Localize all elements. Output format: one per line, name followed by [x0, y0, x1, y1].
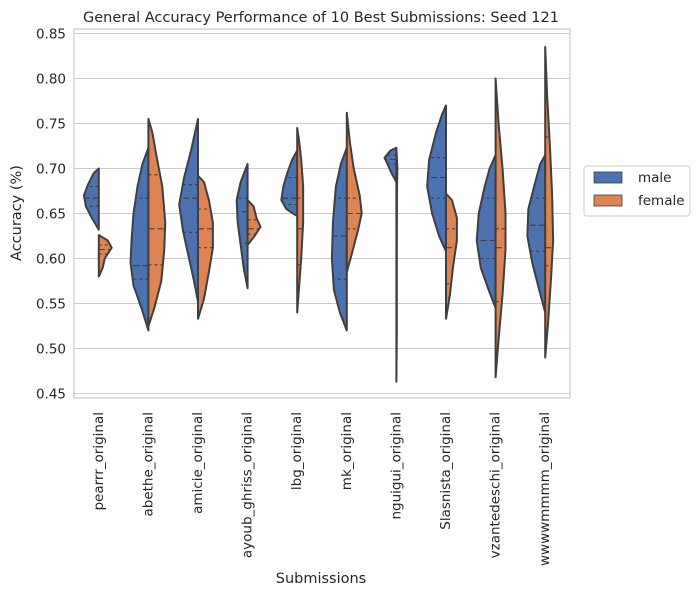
x-tick-label-lbg-original: lbg_original	[289, 412, 305, 490]
x-tick-label-abethe-original: abethe_original	[140, 412, 156, 517]
x-tick-label-vzantedeschi-original: vzantedeschi_original	[488, 412, 504, 558]
violin-female-slasnista-original	[445, 192, 458, 320]
y-tick-label: 0.50	[36, 342, 66, 358]
violin-male-abethe-original	[129, 146, 150, 332]
x-tick-label-ayoub-ghriss-original: ayoub_ghriss_original	[240, 412, 256, 558]
violin-male-mk-original	[330, 146, 348, 332]
violin-male-slasnista-original	[426, 104, 447, 253]
x-tick-label-amicie-original: amicie_original	[190, 412, 206, 514]
violin-female-ayoub-ghriss-original	[246, 199, 262, 246]
x-tick-label-nguigui-original: nguigui_original	[388, 412, 404, 520]
violin-female-wwwwmmmm-original	[544, 46, 555, 359]
violin-male-amicie-original	[178, 118, 199, 303]
x-tick-labels: pearrr_original abethe_original amicie_ori…	[91, 412, 553, 566]
violin-male-wwwwmmmm-original	[526, 154, 547, 314]
violins	[82, 46, 555, 383]
plot-frame	[73, 28, 571, 399]
legend-label-female: female	[638, 193, 685, 209]
x-axis-label: Submissions	[276, 571, 367, 587]
x-tick-label-slasnista-original: Slasnista_original	[438, 412, 454, 530]
y-tick-labels: 0.45 0.50 0.55 0.60 0.65 0.70 0.75 0.80 0.85	[36, 27, 66, 403]
violin-female-pearrr-original	[97, 234, 113, 278]
violin-female-abethe-original	[147, 118, 167, 327]
violin-male-ayoub-ghriss-original	[235, 163, 249, 290]
y-tick-label: 0.75	[36, 117, 66, 133]
y-tick-label: 0.80	[36, 72, 66, 88]
y-tick-label: 0.55	[36, 297, 66, 313]
violin-female-mk-original	[345, 111, 363, 273]
y-tick-label: 0.85	[36, 27, 66, 43]
y-tick-label: 0.60	[36, 252, 66, 268]
violin-female-vzantedeschi-original	[494, 77, 507, 379]
legend-label-male: male	[638, 170, 671, 186]
violin-male-pearrr-original	[82, 167, 100, 231]
legend-swatch-male	[593, 171, 623, 184]
y-axis-label: Accuracy (%)	[9, 165, 25, 261]
x-tick-label-mk-original: mk_original	[339, 412, 355, 490]
violin-female-nguigui-original	[395, 147, 399, 383]
chart-title: General Accuracy Performance of 10 Best …	[83, 10, 559, 26]
x-tick-label-wwwwmmmm-original: wwwwmmmm_original	[537, 412, 553, 566]
y-tick-label: 0.70	[36, 162, 66, 178]
y-tick-label: 0.65	[36, 207, 66, 223]
y-tick-label: 0.45	[36, 387, 66, 403]
legend-swatch-female	[593, 194, 623, 207]
violin-male-vzantedeschi-original	[475, 154, 497, 309]
violin-female-lbg-original	[296, 127, 305, 314]
x-tick-label-pearrr-original: pearrr_original	[91, 412, 107, 511]
legend: male female	[583, 165, 691, 217]
